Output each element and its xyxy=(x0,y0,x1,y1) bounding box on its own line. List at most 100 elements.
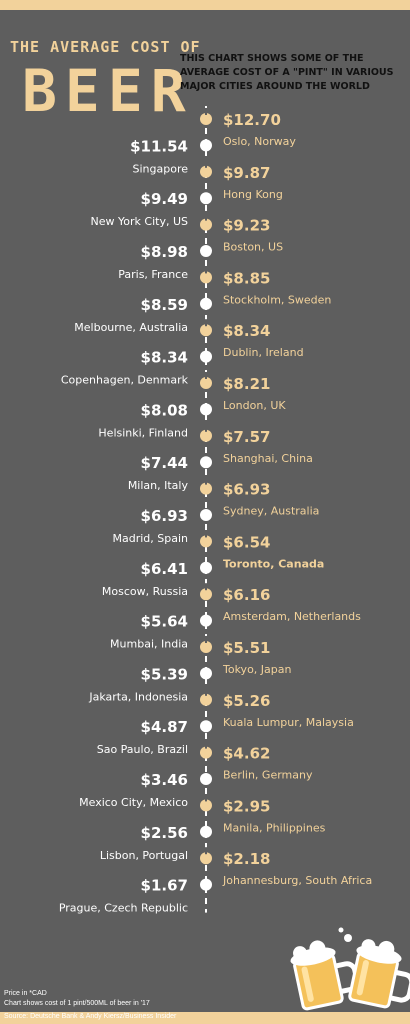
dot-stem-gap xyxy=(205,424,207,432)
price-label: $8.85 xyxy=(223,269,270,287)
foam-splash-icon xyxy=(338,927,344,933)
city-label: Milan, Italy xyxy=(128,479,189,492)
timeline-dot xyxy=(200,588,212,601)
city-label: Dublin, Ireland xyxy=(223,346,304,359)
price-label: $5.39 xyxy=(141,665,188,683)
price-label: $6.93 xyxy=(223,481,270,499)
city-label: Lisbon, Portugal xyxy=(100,849,188,862)
price-label: $8.34 xyxy=(223,322,270,340)
dot-stem-gap xyxy=(205,213,207,221)
dot-stem-gap xyxy=(205,794,207,802)
dot-stem-gap xyxy=(205,636,207,643)
footer-currency-note: Price in *CAD xyxy=(4,990,47,997)
timeline-dot xyxy=(200,324,212,337)
timeline-dot xyxy=(200,509,212,521)
dot-stem-gap xyxy=(205,160,207,168)
city-label: London, UK xyxy=(223,399,286,412)
price-label: $12.70 xyxy=(223,111,281,129)
dot-stem-gap xyxy=(205,847,207,855)
timeline-dot xyxy=(200,614,212,627)
price-label: $7.57 xyxy=(223,428,270,446)
source-note: Source: Deutsche Bank & Andy Kiersz/Busi… xyxy=(4,1013,177,1020)
price-label: $2.18 xyxy=(223,850,270,868)
timeline-dot xyxy=(200,878,212,891)
price-label: $4.87 xyxy=(141,718,188,736)
timeline-dot xyxy=(200,297,212,310)
timeline-dot xyxy=(200,113,212,125)
price-label: $11.54 xyxy=(130,137,188,155)
city-label: Sao Paulo, Brazil xyxy=(97,743,188,756)
price-label: $8.59 xyxy=(141,296,188,314)
city-label: Shanghai, China xyxy=(223,452,313,465)
chart-subtitle: THIS CHART SHOWS SOME OF THE AVERAGE COS… xyxy=(180,53,394,92)
city-label: Johannesburg, South Africa xyxy=(222,874,372,887)
dot-stem-gap xyxy=(205,741,207,749)
timeline-dot xyxy=(200,746,212,759)
timeline-dot xyxy=(200,825,212,838)
timeline-dot xyxy=(200,641,212,653)
city-label: Madrid, Spain xyxy=(112,532,188,545)
timeline-dot xyxy=(200,799,212,812)
city-label: Sydney, Australia xyxy=(223,505,319,518)
beer-mug-right-icon xyxy=(348,939,410,1009)
price-label: $5.64 xyxy=(141,613,188,631)
dot-stem-gap xyxy=(205,372,207,379)
price-label: $9.49 xyxy=(141,190,188,208)
title-small: THE AVERAGE COST OF xyxy=(10,38,201,56)
timeline-dot xyxy=(200,429,212,442)
city-label: Tokyo, Japan xyxy=(222,663,291,676)
timeline-dot xyxy=(200,693,212,706)
city-label: Hong Kong xyxy=(223,188,283,201)
city-label: Melbourne, Australia xyxy=(74,321,188,334)
city-label: Oslo, Norway xyxy=(223,135,296,148)
price-label: $5.51 xyxy=(223,639,270,657)
price-label: $8.21 xyxy=(223,375,270,393)
top-accent-bar xyxy=(0,0,410,10)
city-label: Helsinki, Finland xyxy=(98,426,188,439)
price-label: $1.67 xyxy=(141,877,188,895)
timeline-dot xyxy=(200,561,212,574)
footer-notes: Price in *CAD Chart shows cost of 1 pint… xyxy=(4,989,150,1009)
dot-stem-gap xyxy=(205,477,207,485)
city-label: Prague, Czech Republic xyxy=(59,902,188,915)
timeline-dot xyxy=(200,456,212,469)
dot-stem-gap xyxy=(205,108,207,115)
timeline-dot xyxy=(200,720,212,733)
price-label: $8.34 xyxy=(141,349,188,367)
city-label: Toronto, Canada xyxy=(223,557,324,570)
price-label: $6.41 xyxy=(141,560,188,578)
timeline-dot xyxy=(200,271,212,284)
timeline-dot xyxy=(200,165,212,178)
bottom-accent-bar xyxy=(0,1012,410,1024)
city-label: Kuala Lumpur, Malaysia xyxy=(223,716,354,729)
price-label: $6.54 xyxy=(223,533,270,551)
dot-stem-gap xyxy=(205,266,207,274)
timeline-dot xyxy=(200,773,212,785)
city-label: Boston, US xyxy=(223,241,283,254)
dot-stem-gap xyxy=(205,319,207,327)
timeline-dot xyxy=(200,139,212,152)
timeline-dot xyxy=(200,245,212,257)
price-label: $3.46 xyxy=(141,771,188,789)
timeline-dot xyxy=(200,218,212,231)
price-label: $2.56 xyxy=(141,824,188,842)
city-label: Paris, France xyxy=(118,268,188,281)
price-label: $7.44 xyxy=(141,454,188,472)
price-label: $4.62 xyxy=(223,745,270,763)
price-label: $2.95 xyxy=(223,797,270,815)
price-label: $6.93 xyxy=(141,507,188,525)
city-label: Moscow, Russia xyxy=(102,585,188,598)
city-label: Jakarta, Indonesia xyxy=(88,690,188,703)
footer-volume-note: Chart shows cost of 1 pint/500ML of beer… xyxy=(4,1000,150,1007)
price-label: $8.98 xyxy=(141,243,188,261)
city-label: Manila, Philippines xyxy=(223,821,326,834)
price-label: $9.23 xyxy=(223,217,270,235)
price-label: $5.26 xyxy=(223,692,270,710)
title-big: BEER xyxy=(22,57,194,125)
price-label: $8.08 xyxy=(141,401,188,419)
city-label: Mexico City, Mexico xyxy=(79,796,188,809)
timeline-dot xyxy=(200,192,212,205)
city-label: Stockholm, Sweden xyxy=(223,293,331,306)
timeline-dot xyxy=(200,852,212,865)
